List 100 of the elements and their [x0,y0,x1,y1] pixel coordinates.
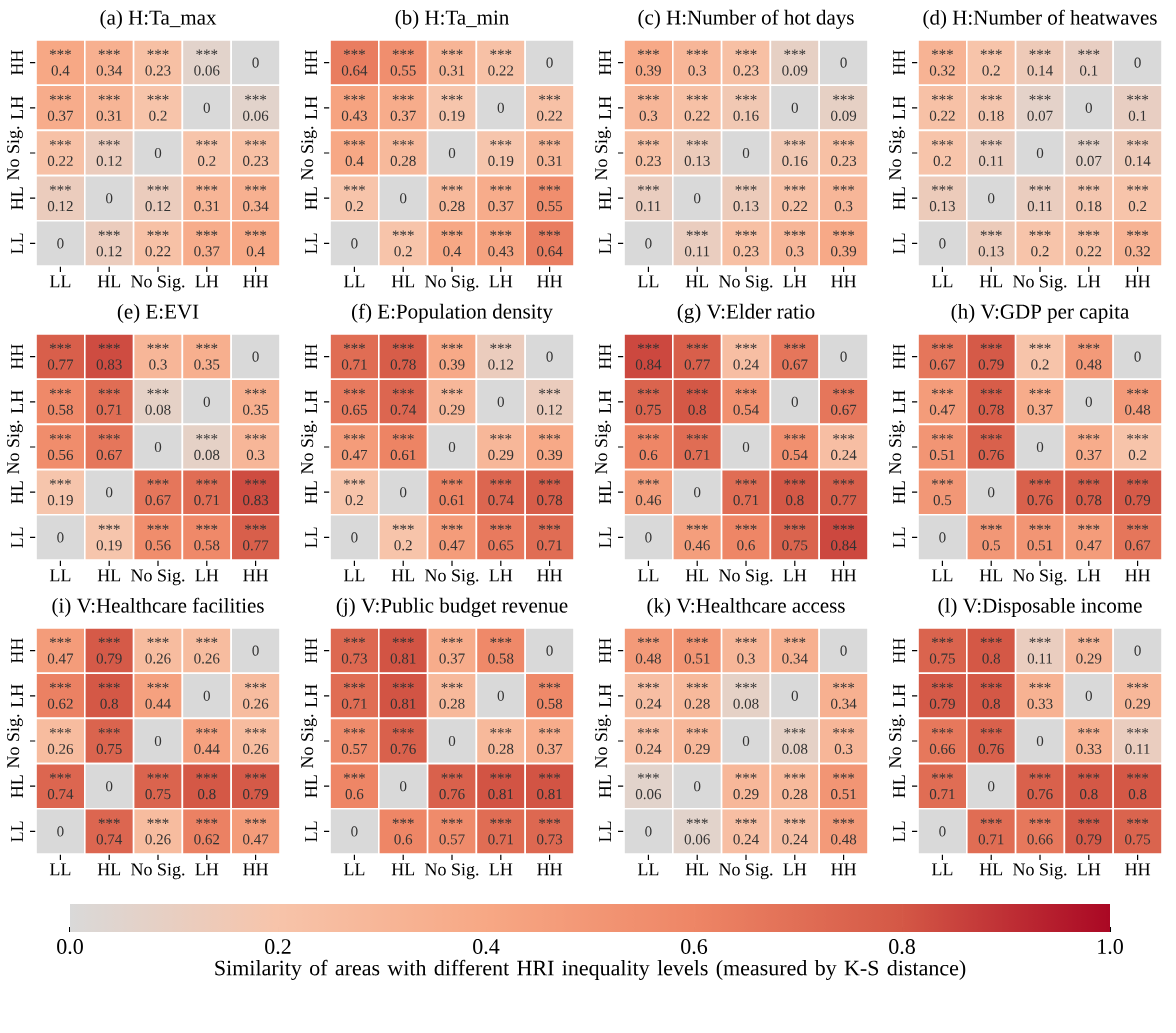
data-label: *** 0.12 [537,388,562,415]
y-tick-label: LH [893,96,905,120]
data-label: *** 0.23 [243,139,269,167]
data-label: 0 [840,351,847,362]
x-tick-label: LL [49,275,71,288]
data-label: *** 0.16 [733,94,759,121]
data-label: 0 [497,396,504,407]
y-tick-label: LL [11,821,23,842]
y-tick-label: LL [305,233,317,254]
x-tick-label: LH [489,863,513,876]
data-label: *** 0.3 [784,230,806,257]
data-label: *** 0.34 [831,682,857,709]
x-tick-label: LL [931,569,953,582]
data-label: *** 0.33 [1027,682,1053,709]
data-label: *** 0.71 [684,433,710,461]
data-label: 0 [1085,102,1092,113]
data-label: *** 0.37 [1076,433,1102,461]
data-label: *** 0.64 [537,230,563,257]
data-label: *** 0.43 [341,94,367,121]
data-label: *** 0.58 [47,388,73,415]
data-label: *** 0.8 [980,682,1002,709]
y-tick-label: LH [305,390,317,414]
y-tick-label: LL [893,527,905,548]
data-label: *** 0.26 [145,637,171,664]
data-label: 0 [1036,735,1044,747]
y-tick-label: LH [11,96,23,120]
x-tick-label: LH [195,569,219,582]
data-label: *** 0.06 [194,49,220,76]
y-tick-label: LL [599,527,611,548]
data-label: *** 0.28 [782,773,808,800]
data-label: *** 0.19 [439,94,465,121]
data-label: 0 [1036,147,1044,159]
data-label: *** 0.76 [1027,479,1053,506]
data-label: *** 0.46 [635,479,662,506]
data-label: *** 0.47 [243,818,269,845]
data-label: *** 0.74 [47,773,74,800]
data-label: *** 0.3 [833,728,855,755]
data-label: *** 0.64 [341,49,368,76]
data-label: *** 0.35 [194,343,220,370]
data-label: *** 0.4 [245,230,267,257]
chart-title: (k) V:Healthcare access [647,597,845,617]
chart-title: (a) H:Ta_max [100,9,217,29]
data-label: *** 0.22 [1076,230,1102,257]
data-label: *** 0.23 [831,139,857,167]
data-label: *** 0.81 [390,637,416,664]
y-tick-label: HL [599,775,611,798]
data-label: 0 [106,193,113,204]
y-tick-label: HL [11,775,23,798]
x-tick-label: HL [979,863,1003,876]
data-label: *** 0.71 [96,388,122,415]
data-label: *** 0.78 [537,479,563,506]
y-tick-label: HL [893,775,905,798]
data-label: *** 0.28 [684,682,710,709]
y-tick-label: HH [893,50,905,76]
y-tick-label: HH [305,50,317,76]
data-label: *** 0.26 [243,728,269,755]
data-label: *** 0.56 [145,524,171,551]
data-label: 0 [645,238,652,249]
data-label: *** 0.22 [145,230,171,257]
x-tick-label: HH [1125,863,1151,876]
x-tick-label: No Sig. [719,569,773,586]
x-tick-label: LH [195,275,219,288]
data-label: *** 0.78 [390,343,416,370]
y-tick-label: No Sig. [889,714,905,768]
x-tick-label: HH [831,569,857,582]
data-label: *** 0.2 [392,230,414,257]
x-tick-label: LL [637,863,659,876]
data-label: 0 [988,781,995,792]
data-label: 0 [742,735,750,747]
data-label: *** 0.13 [733,185,759,212]
data-label: *** 0.51 [831,773,856,800]
data-label: *** 0.26 [145,818,171,845]
x-tick-label: HL [685,863,709,876]
y-tick-label: HH [11,638,23,664]
data-label: *** 0.67 [929,343,956,370]
data-label: *** 0.22 [537,94,562,121]
chart-title: (d) H:Number of heatwaves [923,9,1157,29]
data-label: *** 0.47 [439,524,465,551]
x-tick-label: HH [1125,569,1151,582]
data-label: *** 0.14 [1027,49,1053,76]
data-label: *** 0.47 [47,637,74,664]
y-tick-label: HH [305,638,317,664]
data-label: *** 0.33 [1076,728,1102,755]
data-label: *** 0.24 [733,343,759,370]
data-label: *** 0.79 [929,682,955,709]
data-label: *** 0.19 [96,524,122,551]
data-label: 0 [694,781,701,792]
data-label: 0 [791,690,798,701]
data-label: 0 [546,57,553,68]
data-label: *** 0.83 [96,343,122,370]
data-label: *** 0.29 [684,728,710,755]
data-label: *** 0.34 [782,637,808,664]
y-tick-label: No Sig. [7,420,23,474]
data-label: *** 0.5 [980,524,1002,551]
y-tick-label: HL [11,481,23,504]
data-label: *** 0.77 [47,343,74,370]
y-tick-label: HH [599,344,611,370]
data-label: *** 0.13 [978,230,1004,257]
x-tick-label: LL [343,569,365,582]
x-tick-label: LH [783,275,807,288]
